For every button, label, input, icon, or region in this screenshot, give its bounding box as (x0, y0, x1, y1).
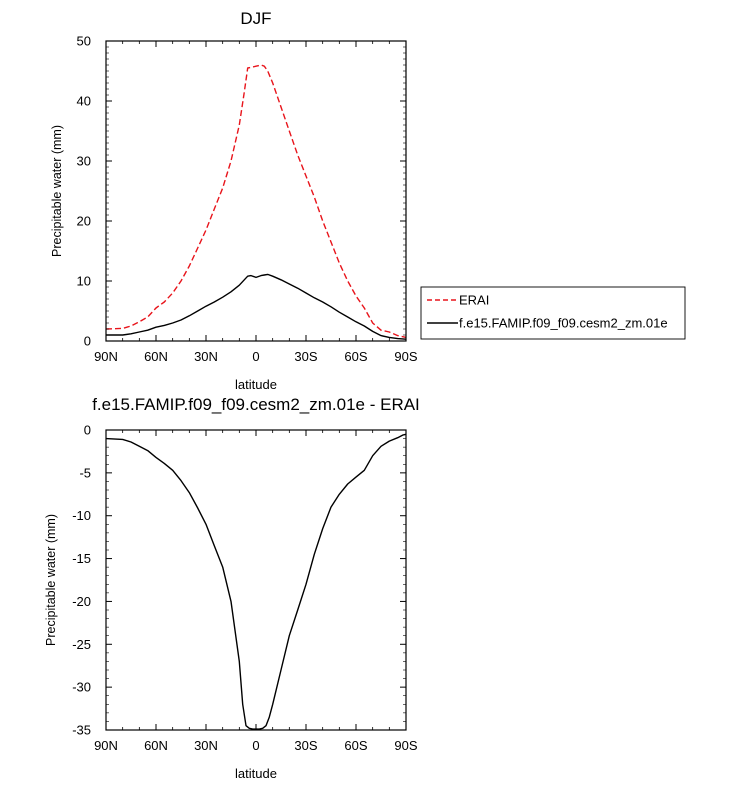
chart-title: DJF (240, 9, 271, 28)
tick-layer: 90N 60N 30N 0 30S 60S 90S 0 10 20 30 40 50 (77, 34, 418, 365)
plot-frame (105, 429, 407, 731)
x-tick-label: 60N (144, 349, 168, 364)
y-tick-label: -30 (72, 680, 91, 695)
djf-chart-panel: DJF 90N 60N 30N 0 30S 60S 90S 0 10 20 30 40 50 Preci… (50, 9, 686, 392)
x-tick-label: 30S (294, 349, 317, 364)
x-tick-label: 30N (194, 349, 218, 364)
y-tick-label: 20 (77, 214, 91, 229)
plot-frame (105, 40, 407, 342)
y-tick-label: -20 (72, 594, 91, 609)
x-tick-label: 90N (94, 738, 118, 753)
y-tick-label: -5 (79, 465, 91, 480)
series-line-erai (105, 64, 407, 339)
x-tick-label: 0 (252, 349, 259, 364)
x-tick-label: 90S (394, 349, 417, 364)
series-line-series-0 (105, 433, 407, 730)
chart-title: f.e15.FAMIP.f09_f09.cesm2_zm.01e - ERAI (92, 395, 420, 414)
y-tick-label: 30 (77, 154, 91, 169)
x-axis-label: latitude (235, 766, 277, 781)
x-tick-label: 30N (194, 738, 218, 753)
y-tick-label: -25 (72, 637, 91, 652)
legend-label-erai: ERAI (459, 293, 489, 308)
y-tick-label: -10 (72, 508, 91, 523)
y-tick-label: 50 (77, 34, 91, 49)
y-tick-label: 10 (77, 274, 91, 289)
series-line-f-e15-famip-f09-f09-cesm2-zm-01e (106, 273, 407, 340)
y-tick-label: 0 (84, 334, 91, 349)
x-tick-label: 60S (344, 349, 367, 364)
x-tick-label: 60S (344, 738, 367, 753)
y-tick-label: 40 (77, 94, 91, 109)
x-tick-label: 90S (394, 738, 417, 753)
y-tick-label: -35 (72, 723, 91, 738)
y-tick-label: -15 (72, 551, 91, 566)
x-tick-label: 60N (144, 738, 168, 753)
legend: ERAI f.e15.FAMIP.f09_f09.cesm2_zm.01e (420, 286, 686, 340)
legend-label-cesm2: f.e15.FAMIP.f09_f09.cesm2_zm.01e (459, 316, 668, 331)
x-tick-label: 30S (294, 738, 317, 753)
difference-chart-panel: f.e15.FAMIP.f09_f09.cesm2_zm.01e - ERAI … (44, 395, 420, 781)
y-axis-label: Precipitable water (mm) (50, 125, 64, 257)
x-tick-label: 0 (252, 738, 259, 753)
y-tick-label: 0 (84, 423, 91, 438)
series-layer (105, 433, 407, 730)
series-layer (105, 64, 407, 340)
x-tick-label: 90N (94, 349, 118, 364)
x-axis-label: latitude (235, 377, 277, 392)
legend-box (420, 286, 686, 340)
tick-layer: 90N 60N 30N 0 30S 60S 90S 0 -5 -10 -15 -20 -25 -30 -35 (72, 423, 418, 754)
y-axis-label: Precipitable water (mm) (44, 514, 58, 646)
